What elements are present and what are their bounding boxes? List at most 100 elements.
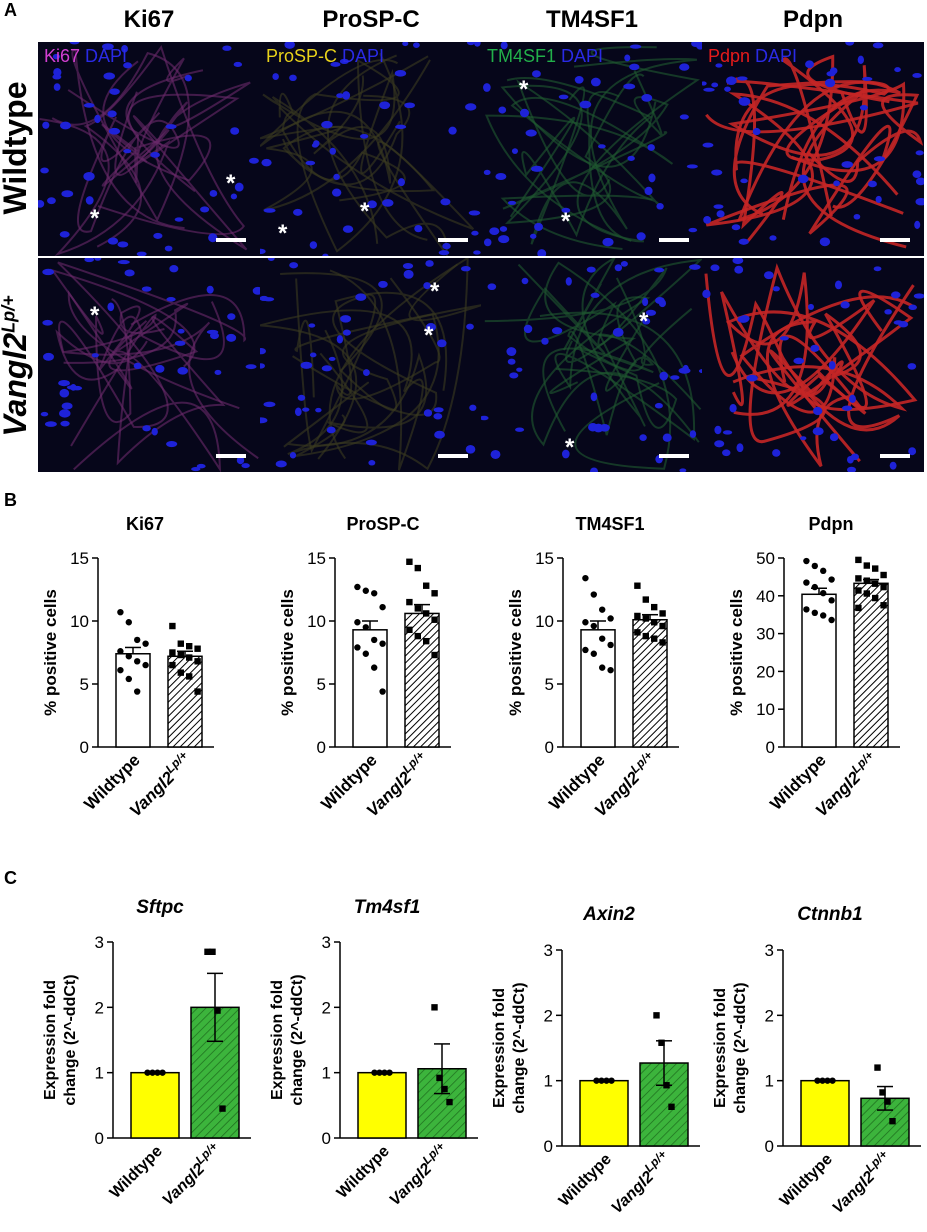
data-point <box>811 583 818 591</box>
data-point <box>169 649 176 656</box>
data-point <box>125 619 132 626</box>
data-point <box>441 1085 448 1093</box>
data-point <box>811 562 818 570</box>
data-point <box>651 635 658 642</box>
data-point <box>828 576 835 583</box>
data-point <box>149 1069 156 1076</box>
micrograph-image <box>481 258 703 472</box>
scale-bar <box>438 454 468 458</box>
data-point <box>371 1069 378 1076</box>
x-tick-label-wildtype: Wildtype <box>107 1143 166 1202</box>
data-point <box>820 589 827 597</box>
y-tick-label: 2 <box>544 1006 553 1025</box>
data-point <box>379 688 386 695</box>
y-tick-label: 0 <box>317 738 326 757</box>
micrograph-image <box>702 258 924 472</box>
stain-marker-label: ProSP-C <box>266 46 338 66</box>
column-header-tm4sf1: TM4SF1 <box>545 6 638 33</box>
micrograph-image <box>40 258 260 472</box>
chart-title: TM4SF1 <box>575 514 644 534</box>
data-point <box>381 1069 388 1076</box>
data-point <box>879 1089 886 1096</box>
data-point <box>855 587 862 594</box>
data-point <box>880 602 887 609</box>
data-point <box>582 646 589 654</box>
data-point <box>406 558 413 565</box>
stain-dapi-label: DAPI <box>750 46 798 66</box>
micrograph: TM4SF1 DAPI * * <box>481 42 703 256</box>
y-tick-label: 1 <box>322 1064 331 1083</box>
data-point <box>117 648 124 655</box>
data-point <box>590 622 597 630</box>
data-point <box>855 556 862 564</box>
micrograph: Pdpn DAPI <box>702 42 924 256</box>
data-point <box>117 608 124 616</box>
data-point <box>608 1077 615 1084</box>
y-axis-label: Expression fold <box>269 980 286 1100</box>
stain-marker-label: Ki67 <box>44 46 81 66</box>
data-point <box>177 651 184 659</box>
data-point <box>177 669 184 676</box>
data-point <box>668 1103 675 1110</box>
positive-cell-asterisk: * <box>424 322 434 349</box>
y-tick-label: 20 <box>756 662 775 681</box>
stain-marker-label: TM4SF1 <box>487 46 557 66</box>
panel-letter-b: B <box>4 490 17 510</box>
scale-bar <box>659 454 689 458</box>
data-point <box>362 587 369 594</box>
scale-bar <box>659 238 689 242</box>
data-point <box>880 571 887 579</box>
x-tick-label-wildtype: Wildtype <box>777 1151 836 1210</box>
y-tick-label: 15 <box>70 549 89 568</box>
micrograph: * * <box>481 258 703 472</box>
stain-legend: TM4SF1 DAPI <box>487 46 603 67</box>
data-point <box>386 1069 393 1076</box>
y-tick-label: 0 <box>765 1137 774 1156</box>
positive-cell-asterisk: * <box>360 198 370 225</box>
x-tick-label-wildtype: Wildtype <box>556 1151 615 1210</box>
data-point <box>590 591 597 598</box>
data-point <box>872 580 879 587</box>
x-tick-label-vangl2: Vangl2Lp/+ <box>383 1139 453 1209</box>
y-axis-label: % positive cells <box>727 589 746 716</box>
data-point <box>362 650 369 657</box>
scale-bar <box>880 238 910 242</box>
data-point <box>431 651 438 659</box>
data-point <box>169 661 176 669</box>
stain-marker-label: Pdpn <box>708 46 751 66</box>
data-point <box>855 604 862 612</box>
y-axis-label: change (2^-ddCt) <box>62 974 79 1105</box>
positive-cell-asterisk: * <box>226 170 236 197</box>
positive-cell-asterisk: * <box>90 302 100 329</box>
y-axis-label: change (2^-ddCt) <box>289 974 306 1105</box>
data-point <box>134 658 141 665</box>
chart-title: Axin2 <box>582 904 635 925</box>
y-axis-label: change (2^-ddCt) <box>511 982 528 1113</box>
data-point <box>204 948 211 955</box>
data-point <box>446 1098 453 1106</box>
y-axis-label: Expression fold <box>491 988 508 1108</box>
data-point <box>598 1077 605 1084</box>
y-tick-label: 50 <box>756 549 775 568</box>
y-tick-label: 10 <box>307 612 326 631</box>
y-tick-label: 0 <box>766 738 775 757</box>
stain-dapi-label: DAPI <box>337 46 385 66</box>
column-header-ki67: Ki67 <box>123 6 175 33</box>
data-point <box>803 579 810 586</box>
data-point <box>642 632 649 640</box>
data-point <box>194 645 201 652</box>
data-point <box>607 641 614 649</box>
micrograph: * <box>38 258 260 472</box>
data-point <box>634 612 641 620</box>
data-point <box>659 610 666 617</box>
x-tick-label-main: Vangl2 <box>363 768 416 821</box>
data-point <box>824 1077 831 1084</box>
bar <box>404 612 440 748</box>
data-point <box>406 626 413 634</box>
y-tick-label: 5 <box>545 675 554 694</box>
y-tick-label: 30 <box>756 625 775 644</box>
data-point <box>423 582 430 589</box>
x-tick-label-main: Vangl2 <box>608 1168 657 1217</box>
y-tick-label: 2 <box>95 998 104 1017</box>
data-point <box>593 1077 600 1084</box>
